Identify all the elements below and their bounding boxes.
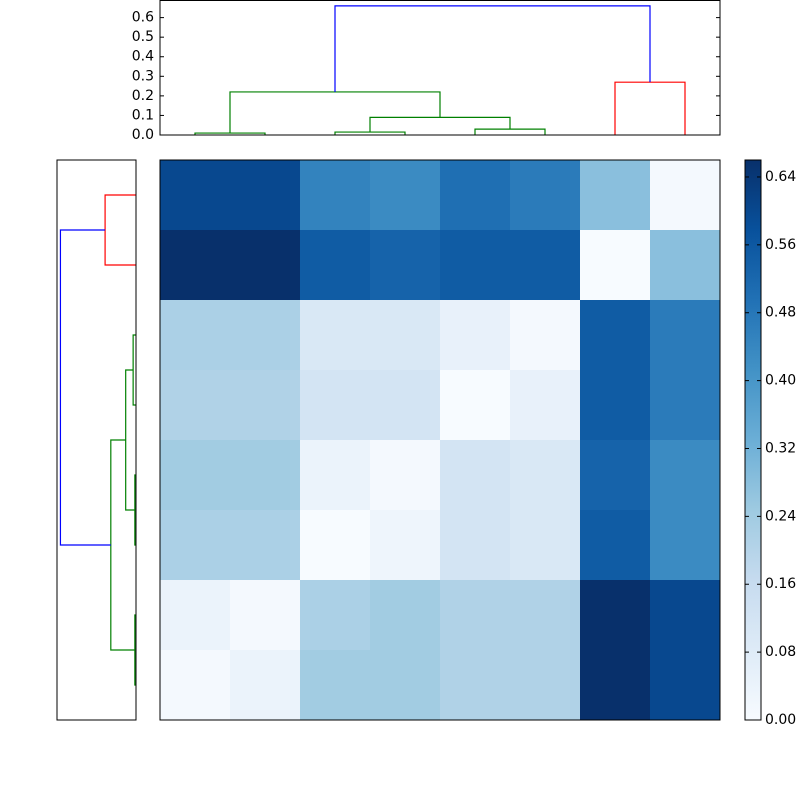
- heatmap-cell: [440, 440, 511, 511]
- y-tick-label: 0.2: [132, 88, 154, 104]
- heatmap-cell: [650, 440, 721, 511]
- dendrogram-link: [110, 439, 135, 651]
- heatmap-cell: [230, 160, 301, 231]
- heatmap-cell: [230, 370, 301, 441]
- heatmap-cell: [510, 580, 581, 651]
- y-tick-label: 0.5: [132, 29, 154, 45]
- heatmap-cell: [650, 300, 721, 371]
- heatmap-cell: [650, 370, 721, 441]
- heatmap-frame: [159, 159, 721, 721]
- heatmap-cell: [580, 300, 651, 371]
- heatmap-cell: [510, 510, 581, 581]
- heatmap-cell: [440, 580, 511, 651]
- colorbar-tick-label: 0.00: [765, 712, 796, 728]
- heatmap-cell: [300, 440, 371, 511]
- colorbar: [745, 160, 761, 720]
- heatmap-cell: [160, 580, 231, 651]
- heatmap-cell: [650, 160, 721, 231]
- dendrogram-link: [614, 81, 686, 135]
- colorbar-tick-label: 0.32: [765, 440, 796, 456]
- heatmap-cell: [510, 160, 581, 231]
- heatmap-cell: [440, 650, 511, 721]
- heatmap-cell: [440, 160, 511, 231]
- colorbar-tick-label: 0.24: [765, 508, 796, 524]
- y-tick-label: 0.6: [132, 10, 154, 26]
- y-tick-label: 0.4: [132, 49, 154, 65]
- heatmap-cell: [230, 510, 301, 581]
- heatmap-cell: [580, 580, 651, 651]
- heatmap-cell: [370, 440, 441, 511]
- dendrogram-link: [474, 128, 546, 135]
- heatmap-cell: [300, 580, 371, 651]
- heatmap-cell: [160, 650, 231, 721]
- heatmap-cell: [300, 300, 371, 371]
- heatmap-cell: [440, 300, 511, 371]
- colorbar-tick-label: 0.64: [765, 169, 796, 185]
- dendrogram-link: [229, 91, 441, 134]
- heatmap-cell: [580, 230, 651, 301]
- heatmap-cell: [160, 440, 231, 511]
- heatmap-cell: [370, 510, 441, 581]
- colorbar-tick-label: 0.48: [765, 305, 796, 321]
- heatmap-cell: [370, 650, 441, 721]
- heatmap-cell: [510, 370, 581, 441]
- dendrogram-link: [334, 5, 651, 92]
- heatmap-cell: [510, 300, 581, 371]
- heatmap-cell: [370, 370, 441, 441]
- dendrogram-link: [59, 229, 111, 546]
- heatmap-cell: [370, 300, 441, 371]
- colorbar-frame: [744, 159, 762, 721]
- colorbar-tick-label: 0.08: [765, 644, 796, 660]
- dendrogram-frame: [159, 0, 721, 136]
- heatmap-cell: [300, 230, 371, 301]
- colorbar-tick-label: 0.40: [765, 373, 796, 389]
- heatmap-cell: [440, 370, 511, 441]
- dendrogram-link: [369, 116, 511, 133]
- heatmap-cell: [370, 160, 441, 231]
- heatmap-cell: [580, 370, 651, 441]
- dendrogram-frame: [56, 159, 137, 721]
- heatmap-cell: [440, 510, 511, 581]
- heatmap-cell: [230, 230, 301, 301]
- heatmap-cell: [300, 650, 371, 721]
- heatmap-cell: [580, 160, 651, 231]
- heatmap-cell: [580, 510, 651, 581]
- heatmap-cell: [510, 440, 581, 511]
- colorbar-tick-label: 0.16: [765, 576, 796, 592]
- heatmap-cell: [650, 230, 721, 301]
- heatmap-cell: [300, 370, 371, 441]
- heatmap-cell: [650, 650, 721, 721]
- heatmap-cell: [300, 160, 371, 231]
- heatmap-cell: [160, 230, 231, 301]
- heatmap-cell: [160, 300, 231, 371]
- heatmap-cell: [230, 440, 301, 511]
- heatmap-cell: [650, 510, 721, 581]
- heatmap-cell: [160, 160, 231, 231]
- heatmap-cell: [230, 650, 301, 721]
- heatmap-cell: [440, 230, 511, 301]
- heatmap-cell: [300, 510, 371, 581]
- heatmap-cell: [650, 580, 721, 651]
- heatmap-cell: [230, 300, 301, 371]
- y-tick-label: 0.0: [132, 127, 154, 143]
- dendrogram-link: [104, 194, 136, 266]
- heatmap-cell: [370, 230, 441, 301]
- heatmap-cell: [580, 650, 651, 721]
- y-tick-label: 0.3: [132, 68, 154, 84]
- heatmap-cell: [370, 580, 441, 651]
- heatmap-cell: [510, 230, 581, 301]
- heatmap-cell: [160, 510, 231, 581]
- heatmap-cell: [510, 650, 581, 721]
- heatmap-cell: [160, 370, 231, 441]
- y-tick-label: 0.1: [132, 107, 154, 123]
- heatmap-cell: [580, 440, 651, 511]
- colorbar-tick-label: 0.56: [765, 237, 796, 253]
- heatmap-cell: [230, 580, 301, 651]
